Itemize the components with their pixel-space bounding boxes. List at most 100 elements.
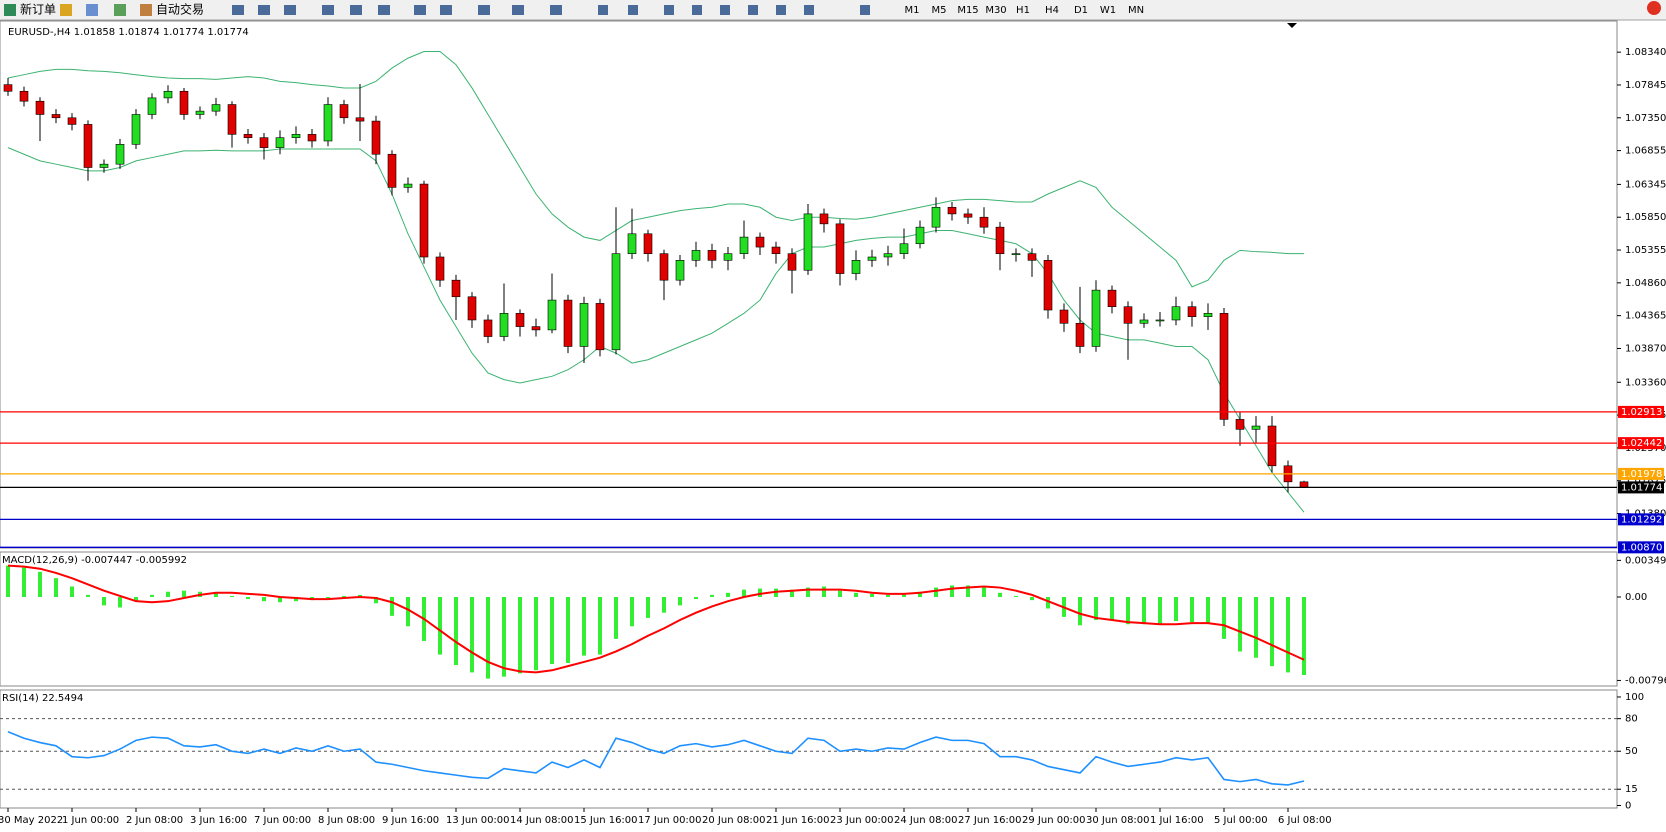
timeframe-button[interactable]: M5	[932, 5, 947, 16]
x-tick-label: 8 Jun 08:00	[318, 815, 375, 826]
tool-icon[interactable]	[804, 5, 814, 15]
x-tick-label: 5 Jul 00:00	[1214, 815, 1268, 826]
alert-badge[interactable]	[1647, 1, 1661, 15]
candle-body	[931, 206, 941, 228]
tool-icon[interactable]	[284, 5, 296, 15]
candle-body	[1027, 253, 1037, 261]
candle-body	[387, 153, 397, 188]
tool-icon[interactable]	[414, 5, 426, 15]
y-tick-label: 0	[1625, 801, 1631, 812]
price-level-tag	[1618, 437, 1664, 450]
y-tick-label: 1.03870	[1625, 343, 1666, 354]
tool-icon[interactable]	[60, 4, 72, 16]
x-tick-label: 23 Jun 00:00	[830, 815, 894, 826]
tool-icon[interactable]	[258, 5, 270, 15]
candle-body	[899, 243, 909, 254]
timeframe-button[interactable]: D1	[1074, 5, 1088, 16]
candle-body	[131, 114, 141, 145]
candle-body	[1075, 322, 1085, 347]
timeframe-button[interactable]: W1	[1100, 5, 1116, 16]
bollinger-upper	[7, 50, 1304, 288]
candle-body	[627, 233, 637, 254]
timeframe-button[interactable]: M15	[957, 5, 978, 16]
new-order-icon[interactable]	[4, 4, 16, 16]
candle-body	[83, 124, 93, 168]
candle-body	[531, 326, 541, 331]
candle-body	[819, 213, 829, 225]
timeframe-button[interactable]: M1	[905, 5, 920, 16]
candle-body	[451, 279, 461, 298]
candle-body	[3, 84, 13, 92]
rsi-line	[7, 730, 1305, 786]
tool-icon[interactable]	[378, 5, 390, 15]
tool-icon[interactable]	[776, 5, 786, 15]
tool-icon[interactable]	[322, 5, 334, 15]
tool-icon[interactable]	[628, 5, 638, 15]
candle-body	[1011, 253, 1021, 255]
tool-icon[interactable]	[550, 5, 562, 15]
x-tick-label: 17 Jun 00:00	[638, 815, 702, 826]
candle-body	[515, 313, 525, 327]
new-order-button[interactable]: 新订单	[20, 2, 56, 17]
tool-icon[interactable]	[720, 5, 730, 15]
candle-body	[99, 163, 109, 168]
candle-body	[355, 117, 365, 122]
candle-body	[195, 110, 205, 115]
candle-body	[643, 233, 653, 254]
macd-title: MACD(12,26,9) -0.007447 -0.005992	[2, 555, 187, 566]
candle-body	[435, 256, 445, 281]
timeframe-button[interactable]: H1	[1016, 5, 1030, 16]
candle-body	[67, 117, 77, 125]
candle-body	[1139, 319, 1149, 324]
tool-icon[interactable]	[692, 5, 702, 15]
auto-trading-icon[interactable]	[140, 4, 152, 16]
bollinger-lower	[7, 147, 1305, 513]
candle-body	[611, 253, 621, 351]
tool-icon[interactable]	[512, 5, 524, 15]
tool-icon[interactable]	[86, 4, 98, 16]
candle-body	[595, 303, 605, 351]
x-tick-label: 27 Jun 16:00	[958, 815, 1022, 826]
timeframe-button[interactable]: M30	[985, 5, 1006, 16]
candle-body	[1267, 425, 1277, 467]
rsi-title: RSI(14) 22.5494	[2, 693, 83, 704]
price-level-label: 1.02442	[1621, 438, 1662, 449]
tool-icon[interactable]	[440, 5, 452, 15]
tool-icon[interactable]	[232, 5, 244, 15]
x-tick-label: 9 Jun 16:00	[382, 815, 439, 826]
candle-body	[707, 250, 717, 261]
auto-trading-button[interactable]: 自动交易	[156, 2, 204, 17]
price-level-label: 1.01774	[1621, 482, 1662, 493]
tool-icon[interactable]	[860, 5, 870, 15]
candle-body	[755, 236, 765, 248]
candle-body	[963, 213, 973, 218]
x-tick-label: 21 Jun 16:00	[766, 815, 830, 826]
candle-body	[51, 114, 61, 119]
candle-body	[291, 134, 301, 138]
candle-body	[579, 303, 589, 347]
candle-body	[659, 253, 669, 281]
x-tick-label: 3 Jun 16:00	[190, 815, 247, 826]
tool-icon[interactable]	[114, 4, 126, 16]
shift-marker	[1287, 23, 1297, 28]
candle-body	[467, 296, 477, 321]
y-tick-label: -0.007969	[1625, 675, 1666, 686]
tool-icon[interactable]	[478, 5, 490, 15]
y-tick-label: 15	[1625, 784, 1638, 795]
candle-body	[1107, 289, 1117, 308]
timeframe-button[interactable]: H4	[1045, 5, 1059, 16]
candle-body	[499, 313, 509, 337]
tool-icon[interactable]	[664, 5, 674, 15]
tool-icon[interactable]	[598, 5, 608, 15]
y-tick-label: 1.05850	[1625, 212, 1666, 223]
candle-body	[323, 104, 333, 142]
price-level-tag	[1618, 467, 1664, 480]
timeframe-button[interactable]: MN	[1128, 5, 1144, 16]
candle-body	[947, 206, 957, 215]
candle-body	[995, 226, 1005, 254]
price-level-tag	[1618, 405, 1664, 418]
tool-icon[interactable]	[350, 5, 362, 15]
candle-body	[307, 134, 317, 142]
tool-icon[interactable]	[748, 5, 758, 15]
